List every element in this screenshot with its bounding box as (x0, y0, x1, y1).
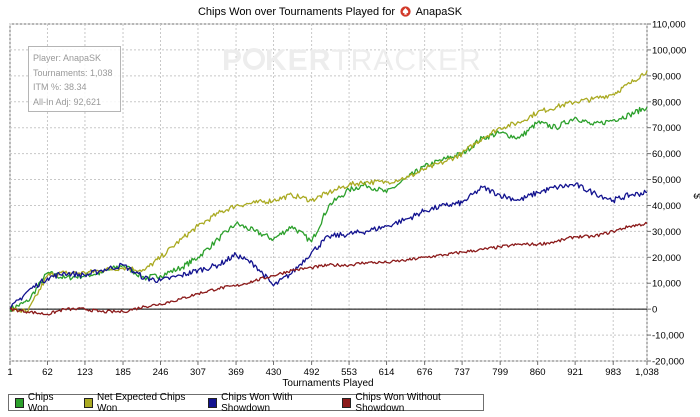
y-tick-label: 50,000 (652, 175, 681, 186)
x-tick-label: 307 (190, 367, 206, 378)
watermark-text-p: P (222, 44, 244, 77)
chart-title-player: AnapaSK (415, 6, 463, 18)
pokertracker-watermark: P KERTRACKER (222, 44, 482, 78)
series-line-0 (9, 106, 648, 313)
x-tick-label: 860 (530, 367, 546, 378)
x-tick-label: 737 (454, 367, 470, 378)
x-tick-label: 123 (77, 367, 93, 378)
legend-label-with-showdown: Chips Won With Showdown (221, 391, 293, 414)
stat-tournaments: Tournaments: 1,038 (33, 67, 113, 78)
y-tick-label: 70,000 (652, 123, 681, 134)
watermark-text-ker: KER (265, 44, 332, 77)
legend-item-with-showdown[interactable]: Chips Won With Showdown (208, 392, 328, 414)
y-tick-label: -10,000 (652, 331, 684, 342)
x-tick-label: 614 (379, 367, 395, 378)
x-tick-label: 676 (417, 367, 433, 378)
x-tick-label: 369 (228, 367, 244, 378)
legend-item-without-showdown[interactable]: Chips Won Without Showdown (342, 392, 475, 414)
poker-chip-icon (243, 48, 266, 70)
chart-legend: Chips Won Net Expected Chips Won Chips W… (8, 392, 484, 414)
x-axis-label: Tournaments Played (282, 378, 373, 389)
legend-label-chips-won: Chips Won (27, 391, 54, 414)
y-axis: -20,000 -10,000 0 10,000 20,000 30,000 40,000 5… (647, 20, 686, 368)
x-tick-label: 983 (605, 367, 621, 378)
x-tick-label: 246 (153, 367, 169, 378)
legend-swatch-without-showdown (342, 397, 352, 408)
spade-icon (400, 6, 411, 20)
y-tick-label: 30,000 (652, 227, 681, 238)
series-layer (9, 70, 648, 316)
chart-title-text: Chips Won over Tournaments Played for (197, 6, 396, 18)
x-tick-label: 553 (341, 367, 357, 378)
y-tick-label: 100,000 (652, 45, 686, 56)
stat-allin-adj: All-In Adj: 92,621 (33, 96, 102, 107)
y-tick-label: 60,000 (652, 149, 681, 160)
y-tick-label: 0 (652, 305, 657, 316)
legend-swatch-net-expected (84, 397, 93, 408)
legend-item-net-expected[interactable]: Net Expected Chips Won (84, 392, 194, 414)
chart-title: Chips Won over Tournaments Played for An… (0, 6, 660, 20)
series-line-3 (9, 221, 648, 316)
legend-item-chips-won[interactable]: Chips Won (15, 392, 70, 414)
watermark-text-tracker: TRACKER (331, 44, 482, 77)
series-line-1 (9, 70, 648, 313)
legend-swatch-chips-won (15, 397, 24, 408)
legend-swatch-with-showdown (208, 397, 218, 408)
x-tick-label: 1 (7, 367, 12, 378)
stat-itm: ITM %: 38.34 (33, 82, 87, 92)
x-tick-label: 430 (266, 367, 282, 378)
x-tick-label: 921 (567, 367, 583, 378)
player-stats-box: Player: AnapaSK Tournaments: 1,038 ITM %… (28, 46, 121, 112)
series-line-2 (9, 182, 648, 310)
y-tick-label: 40,000 (652, 201, 681, 212)
y-tick-label: 10,000 (652, 279, 681, 290)
x-tick-label: 62 (42, 367, 53, 378)
y-tick-label: 90,000 (652, 71, 681, 82)
x-tick-label: 185 (115, 367, 131, 378)
stat-player: Player: AnapaSK (33, 53, 102, 63)
y-tick-label: -20,000 (652, 357, 684, 368)
x-tick-label: 799 (492, 367, 508, 378)
y-axis-label: $ (691, 193, 700, 199)
x-tick-label: 492 (304, 367, 320, 378)
legend-label-net-expected: Net Expected Chips Won (96, 391, 186, 414)
x-axis: 1 62 123 185 246 307 369 430 492 553 614 676 737 799 8… (7, 361, 659, 378)
y-tick-label: 110,000 (652, 20, 686, 31)
x-tick-label: 1,038 (635, 367, 659, 378)
y-tick-label: 20,000 (652, 253, 681, 264)
y-tick-label: 80,000 (652, 97, 681, 108)
legend-label-without-showdown: Chips Won Without Showdown (355, 391, 441, 414)
